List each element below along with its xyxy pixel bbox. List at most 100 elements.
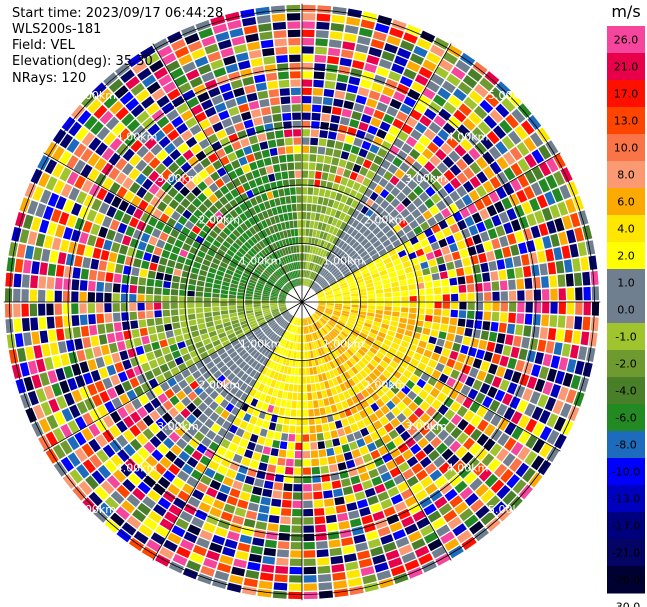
velocity-bin [534, 210, 545, 224]
velocity-bin [302, 170, 309, 178]
velocity-bin [308, 359, 313, 367]
velocity-bin [392, 529, 406, 541]
velocity-bin [287, 366, 292, 375]
velocity-bin [76, 243, 86, 256]
velocity-bin [254, 308, 262, 313]
velocity-bin [340, 49, 354, 59]
velocity-bin [44, 357, 54, 371]
velocity-bin [285, 238, 290, 246]
velocity-bin [294, 279, 298, 287]
velocity-bin [368, 298, 376, 302]
velocity-bin [302, 21, 315, 29]
velocity-bin [352, 163, 362, 173]
velocity-bin [303, 566, 317, 575]
velocity-bin [305, 270, 309, 278]
velocity-bin [290, 542, 302, 550]
velocity-bin [284, 137, 293, 146]
velocity-bin [330, 114, 341, 124]
velocity-bin [318, 329, 324, 337]
velocity-bin [317, 307, 325, 311]
velocity-bin [383, 315, 391, 321]
velocity-bin [367, 538, 381, 549]
velocity-bin [549, 275, 558, 288]
velocity-bin [360, 19, 375, 30]
velocity-bin [349, 333, 357, 340]
range-label: 5.00km [74, 503, 116, 516]
velocity-bin [198, 402, 208, 412]
velocity-bin [161, 346, 171, 355]
velocity-bin [283, 322, 289, 329]
velocity-bin [390, 565, 406, 577]
velocity-bin [106, 364, 117, 376]
velocity-bin [339, 333, 347, 340]
velocity-bin [441, 448, 454, 461]
velocity-bin [91, 198, 102, 211]
velocity-bin [60, 353, 70, 366]
velocity-bin [479, 99, 494, 114]
velocity-bin [335, 337, 343, 344]
velocity-bin [355, 322, 363, 329]
velocity-bin [355, 338, 364, 345]
velocity-bin [281, 433, 289, 441]
velocity-bin [224, 343, 233, 351]
velocity-bin [182, 149, 194, 161]
velocity-bin [455, 446, 468, 459]
velocity-bin [449, 317, 458, 326]
velocity-bin [23, 214, 34, 230]
velocity-bin [320, 317, 327, 324]
velocity-bin [109, 219, 120, 231]
velocity-bin [384, 292, 392, 298]
velocity-bin [389, 209, 400, 219]
velocity-bin [146, 286, 154, 295]
velocity-bin [275, 270, 281, 278]
velocity-bin [234, 167, 244, 177]
velocity-bin [572, 330, 581, 345]
velocity-bin [395, 180, 406, 191]
velocity-bin [385, 193, 395, 203]
velocity-bin [313, 284, 319, 291]
velocity-bin [325, 290, 333, 295]
velocity-bin [467, 293, 475, 301]
velocity-bin [115, 331, 124, 342]
velocity-bin [363, 354, 372, 362]
velocity-bin [516, 278, 525, 290]
velocity-bin [319, 457, 328, 466]
velocity-bin [322, 315, 329, 321]
velocity-bin [452, 460, 466, 473]
velocity-bin [194, 111, 207, 123]
velocity-bin [431, 424, 443, 436]
velocity-bin [52, 355, 62, 369]
velocity-bin [521, 120, 535, 135]
velocity-bin [458, 310, 467, 319]
velocity-bin [173, 180, 185, 192]
velocity-bin [310, 375, 315, 384]
velocity-bin [358, 27, 373, 38]
velocity-bin [143, 191, 154, 203]
velocity-bin [418, 553, 434, 566]
velocity-bin [450, 427, 463, 439]
velocity-bin [54, 411, 66, 426]
velocity-bin [137, 502, 151, 516]
velocity-bin [499, 379, 510, 392]
velocity-bin [322, 482, 332, 491]
velocity-bin [463, 96, 478, 110]
velocity-bin [194, 431, 205, 442]
velocity-bin [27, 390, 39, 406]
velocity-bin [84, 348, 94, 360]
velocity-bin [411, 208, 422, 219]
velocity-bin [483, 166, 495, 179]
velocity-bin [462, 118, 476, 131]
velocity-bin [264, 314, 272, 319]
velocity-bin [149, 422, 161, 435]
velocity-bin [224, 325, 233, 332]
velocity-bin [266, 340, 273, 348]
velocity-bin [220, 306, 228, 311]
velocity-bin [317, 239, 322, 247]
velocity-bin [260, 39, 274, 49]
velocity-bin [175, 155, 187, 167]
velocity-bin [351, 449, 361, 459]
velocity-bin [456, 432, 469, 445]
velocity-bin [402, 468, 415, 480]
velocity-bin [232, 515, 245, 525]
velocity-bin [278, 407, 286, 416]
